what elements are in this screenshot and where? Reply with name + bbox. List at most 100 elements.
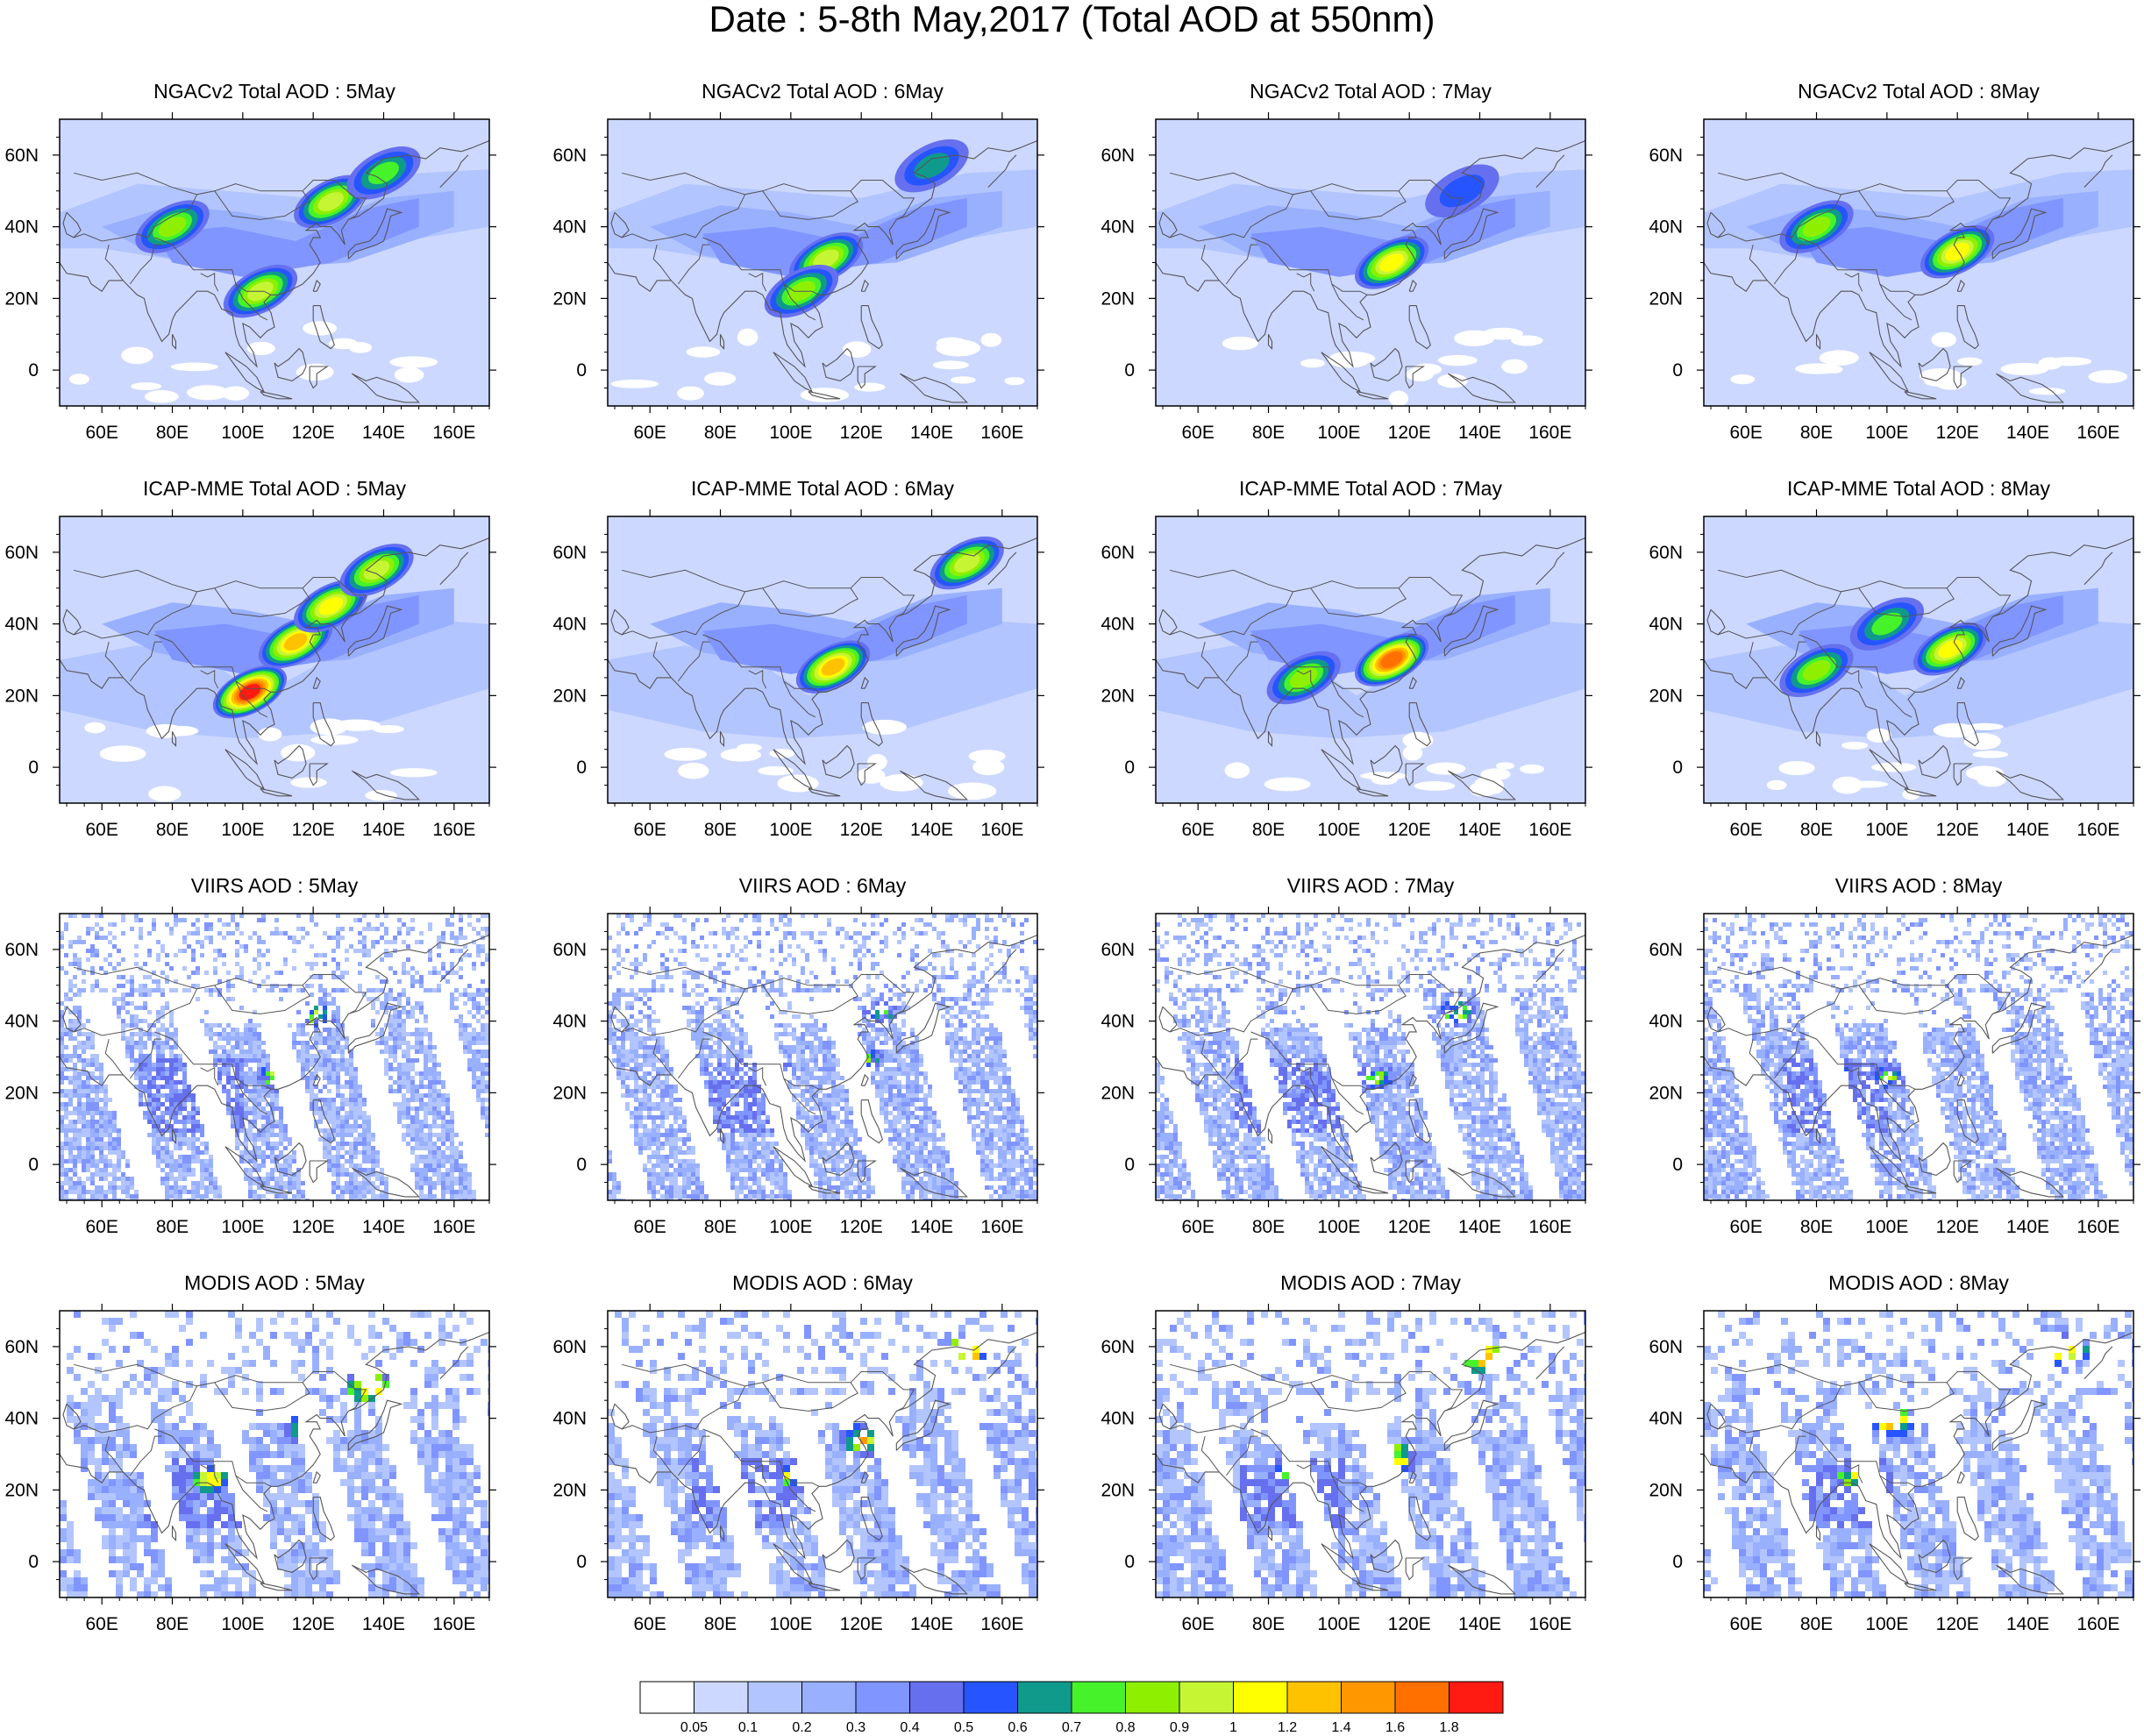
aod-retrieval-cell	[472, 1067, 476, 1071]
aod-retrieval-cell	[143, 1041, 147, 1045]
coastline	[312, 279, 321, 292]
aod-retrieval-cell	[695, 1190, 700, 1194]
aod-retrieval-cell	[770, 1168, 774, 1172]
aod-retrieval-cell	[748, 1133, 752, 1137]
aod-retrieval-cell	[134, 1199, 139, 1200]
aod-retrieval-cell	[669, 1146, 673, 1150]
aod-retrieval-cell	[739, 1032, 744, 1036]
aod-retrieval-cell	[95, 1085, 99, 1089]
aod-retrieval-cell	[652, 1036, 656, 1041]
aod-retrieval-cell	[739, 1150, 744, 1155]
aod-retrieval-cell	[669, 1181, 673, 1185]
aod-retrieval-cell	[68, 940, 73, 944]
aod-retrieval-cell	[779, 1163, 783, 1168]
aod-retrieval-cell	[634, 1098, 638, 1102]
aod-retrieval-cell	[652, 1150, 656, 1155]
aod-retrieval-cell	[450, 936, 454, 940]
aod-retrieval-cell	[147, 1102, 152, 1106]
aod-retrieval-cell	[336, 1155, 340, 1159]
aod-retrieval-cell	[345, 1098, 349, 1102]
aod-retrieval-cell	[64, 953, 68, 957]
aod-retrieval-cell	[757, 914, 761, 918]
aod-retrieval-cell	[200, 1168, 204, 1172]
aod-retrieval-cell	[375, 1177, 380, 1181]
aod-retrieval-cell	[239, 1049, 244, 1054]
lat-tick-label: 0	[1672, 360, 1683, 381]
aod-retrieval-cell	[380, 1036, 384, 1041]
country-border	[129, 641, 162, 682]
aod-retrieval-cell	[336, 1006, 340, 1010]
aod-retrieval-cell	[152, 971, 156, 975]
aod-retrieval-cell	[371, 1190, 375, 1194]
aod-retrieval-cell	[323, 1071, 327, 1076]
aod-retrieval-cell	[196, 1155, 200, 1159]
aod-retrieval-cell	[643, 914, 647, 918]
aod-retrieval-cell	[432, 1163, 437, 1168]
country-border	[214, 587, 310, 617]
aod-retrieval-cell	[165, 1155, 169, 1159]
aod-retrieval-cell	[125, 1010, 130, 1014]
aod-retrieval-cell	[709, 971, 713, 975]
aod-retrieval-cell	[393, 971, 397, 975]
aod-retrieval-cell	[445, 1199, 450, 1200]
aod-retrieval-cell	[726, 1133, 730, 1137]
aod-retrieval-cell	[64, 1102, 68, 1106]
aod-retrieval-cell	[191, 949, 196, 953]
aod-retrieval-cell	[393, 1036, 397, 1041]
aod-retrieval-cell	[349, 1080, 353, 1085]
aod-retrieval-cell	[454, 1006, 459, 1010]
aod-retrieval-cell	[222, 1071, 226, 1076]
aod-retrieval-cell	[160, 1093, 165, 1098]
aod-retrieval-cell	[95, 1089, 99, 1093]
aod-retrieval-cell	[345, 957, 349, 962]
aod-retrieval-cell	[700, 1181, 704, 1185]
aod-retrieval-cell	[757, 940, 761, 944]
aod-retrieval-cell	[766, 1172, 770, 1177]
aod-retrieval-cell	[336, 1199, 340, 1200]
country-border	[1717, 194, 1842, 242]
aod-retrieval-cell	[68, 979, 73, 984]
aod-retrieval-cell	[638, 1089, 643, 1093]
aod-retrieval-cell	[64, 1124, 68, 1128]
aod-retrieval-cell	[669, 1185, 673, 1190]
aod-retrieval-cell	[779, 1023, 783, 1028]
aod-retrieval-cell	[752, 1085, 757, 1089]
aod-retrieval-cell	[437, 1199, 441, 1200]
aod-retrieval-cell	[358, 1133, 362, 1137]
aod-retrieval-cell	[95, 1163, 99, 1168]
aod-retrieval-cell	[112, 1128, 117, 1133]
aod-retrieval-cell	[459, 1168, 463, 1172]
aod-retrieval-cell	[665, 1168, 669, 1172]
coastline	[312, 1099, 335, 1144]
aod-retrieval-cell	[349, 1146, 353, 1150]
aod-retrieval-cell	[349, 1128, 353, 1133]
clean-air-patch	[1222, 336, 1258, 351]
aod-retrieval-cell	[160, 1181, 165, 1185]
aod-retrieval-cell	[485, 914, 489, 918]
aod-retrieval-cell	[402, 1085, 406, 1089]
aod-retrieval-cell	[463, 1172, 467, 1177]
aod-retrieval-cell	[178, 1163, 182, 1168]
aod-retrieval-cell	[717, 962, 722, 966]
aod-retrieval-cell	[217, 1067, 222, 1071]
aod-retrieval-cell	[182, 940, 187, 944]
aod-retrieval-cell	[288, 1181, 292, 1185]
aod-retrieval-cell	[345, 1058, 349, 1063]
aod-retrieval-cell	[752, 1137, 757, 1142]
aod-retrieval-cell	[752, 1150, 757, 1155]
aod-retrieval-cell	[244, 1102, 248, 1106]
aod-retrieval-cell	[647, 1111, 652, 1115]
aod-retrieval-cell	[296, 914, 301, 918]
aod-retrieval-cell	[634, 1071, 638, 1076]
aod-retrieval-cell	[253, 1155, 257, 1159]
aod-retrieval-cell	[248, 1036, 253, 1041]
aod-retrieval-cell	[226, 988, 231, 993]
aod-retrieval-cell	[428, 1133, 432, 1137]
aod-retrieval-cell	[182, 1063, 187, 1067]
aod-retrieval-cell	[419, 1106, 424, 1111]
aod-retrieval-cell	[621, 993, 625, 997]
aod-retrieval-cell	[182, 1076, 187, 1080]
aod-retrieval-cell	[678, 949, 682, 953]
aod-retrieval-cell	[209, 1190, 213, 1194]
aod-retrieval-cell	[68, 1067, 73, 1071]
